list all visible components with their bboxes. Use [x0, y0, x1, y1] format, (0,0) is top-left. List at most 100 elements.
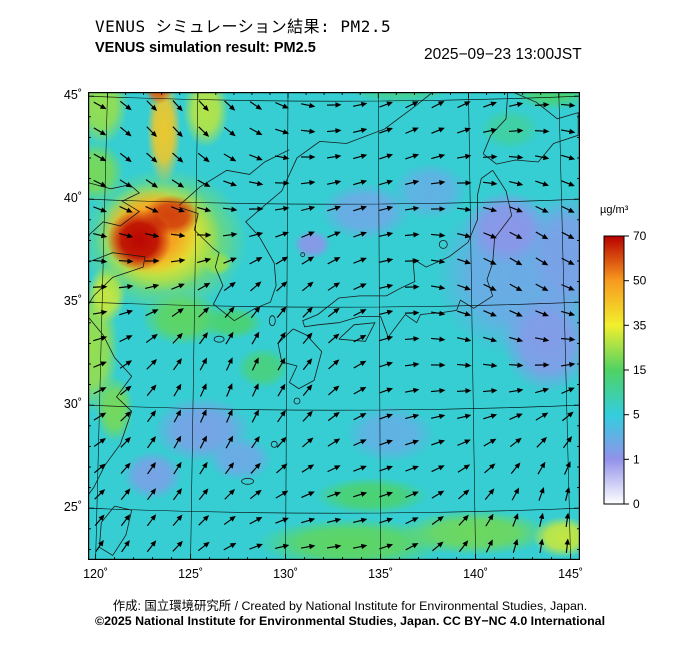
wind-arrow [379, 153, 394, 160]
credit-line-1: 作成: 国立環境研究所 / Created by National Instit… [112, 599, 588, 613]
wind-arrow [93, 412, 107, 421]
wind-arrow [483, 127, 498, 134]
colorbar-canvas: 70 50 35 15 5 1 0 [603, 229, 647, 511]
wind-arrow [172, 152, 184, 163]
wind-arrow [249, 543, 263, 550]
wind-arrow [327, 411, 340, 422]
wind-arrow [404, 310, 420, 316]
wind-arrow [171, 283, 185, 290]
wind-arrow [561, 231, 575, 239]
wind-arrow [226, 409, 233, 423]
wind-arrow [405, 179, 420, 186]
colorbar-tick-label-50: 50 [633, 274, 647, 288]
wind-arrow [404, 361, 420, 368]
wind-arrow [119, 100, 132, 111]
lon-label-145: 145˚ [558, 567, 584, 581]
wind-arrow [405, 387, 420, 394]
wind-arrow [509, 336, 524, 343]
wind-arrow [511, 487, 520, 501]
wind-arrow [146, 410, 157, 423]
wind-arrow [224, 488, 235, 500]
wind-arrow [432, 541, 444, 552]
wind-arrow [120, 411, 132, 422]
wind-arrow [353, 439, 367, 447]
wind-arrow [249, 127, 263, 136]
wind-arrow [328, 385, 340, 396]
wind-arrow [173, 358, 182, 371]
wind-arrow [173, 383, 182, 397]
wind-arrow [172, 514, 183, 526]
pm25-feature-plume-north-tip [143, 92, 173, 105]
wind-arrow [223, 281, 236, 292]
wind-arrow [326, 543, 342, 550]
wind-arrow [483, 438, 497, 447]
credit-line-2: ©2025 National Institute for Environment… [94, 614, 606, 628]
wind-arrow [120, 126, 132, 137]
wind-arrow [249, 256, 263, 265]
pm25-feature-manchuria-streak [183, 92, 229, 148]
wind-arrow [326, 153, 342, 160]
wind-arrow [379, 517, 394, 524]
wind-arrow [405, 517, 419, 525]
wind-arrow [251, 435, 260, 449]
lon-label-120: 120˚ [83, 567, 109, 581]
wind-arrow [483, 336, 498, 343]
wind-arrow [119, 335, 133, 343]
pm25-feature-korea-s-green [202, 306, 263, 340]
wind-arrow [300, 180, 316, 186]
wind-arrow [171, 206, 185, 213]
wind-arrow [379, 361, 394, 368]
pm25-feature-bottom-right-green [532, 516, 580, 558]
wind-arrow [118, 258, 134, 264]
wind-arrow [223, 180, 237, 187]
wind-arrow [564, 486, 571, 501]
wind-arrow [223, 257, 237, 264]
wind-arrow [274, 180, 290, 186]
wind-arrow [458, 540, 469, 553]
wind-arrow [457, 439, 471, 446]
wind-arrow [509, 257, 523, 266]
wind-arrow [457, 101, 471, 109]
wind-arrow [300, 128, 316, 134]
wind-arrow [379, 127, 393, 134]
wind-arrow [327, 307, 340, 318]
wind-vectors [92, 100, 576, 554]
wind-arrow [326, 102, 342, 108]
pm25-feature-hokkaido-patch [479, 108, 541, 150]
wind-arrow [537, 461, 546, 475]
wind-arrow [301, 102, 316, 109]
wind-arrow [405, 439, 420, 446]
pm25-feature-w-kyushu-green [236, 347, 290, 389]
wind-arrow [508, 387, 524, 394]
pm25-feature-pacific-lavender-e [528, 192, 580, 317]
map-canvas [88, 92, 580, 560]
wind-arrow [301, 517, 316, 524]
wind-arrow [92, 309, 108, 316]
wind-arrow [249, 154, 263, 161]
wind-arrow [430, 258, 446, 265]
wind-arrow [509, 206, 523, 213]
wind-arrow [223, 126, 236, 137]
wind-arrow [508, 154, 524, 160]
wind-arrow [250, 281, 262, 292]
wind-arrow [276, 463, 288, 474]
wind-arrow [535, 205, 549, 213]
wind-arrow [147, 436, 156, 449]
wind-arrow [561, 180, 575, 187]
wind-arrow [199, 461, 208, 475]
wind-arrow [535, 180, 550, 187]
wind-arrow [512, 513, 519, 527]
wind-arrow [483, 232, 497, 239]
wind-arrow [199, 383, 207, 397]
wind-arrow [198, 488, 209, 501]
wind-arrow [172, 100, 183, 112]
wind-arrow [431, 101, 445, 109]
wind-arrow [538, 538, 545, 554]
wind-arrow [534, 128, 550, 134]
wind-arrow [561, 387, 575, 394]
wind-arrow [379, 283, 394, 290]
pm25-feature-bottom-band-w [257, 518, 448, 560]
wind-arrow [250, 306, 261, 319]
wind-arrow [404, 205, 420, 212]
wind-arrow [379, 413, 393, 420]
